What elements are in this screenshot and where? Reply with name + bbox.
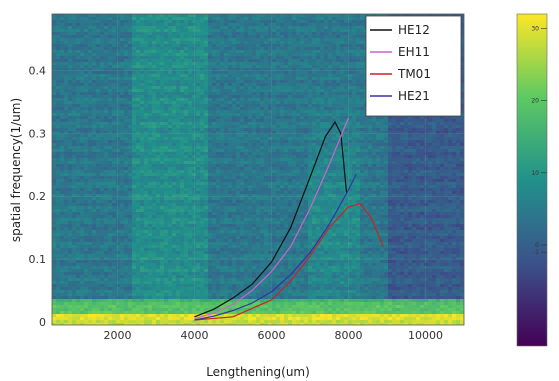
x-tick-label: 2000 bbox=[103, 329, 131, 342]
colorbar-tick-label: -1 bbox=[533, 249, 539, 256]
x-tick-label: 4000 bbox=[180, 329, 208, 342]
x-tick-label: 10000 bbox=[408, 329, 443, 342]
series-line-he21 bbox=[194, 173, 357, 321]
y-axis-label: spatial frequency(1/um) bbox=[9, 98, 23, 242]
colorbar-tick-label: 0 bbox=[535, 242, 539, 249]
y-tick-label: 0.2 bbox=[29, 190, 47, 203]
colorbar-tick-label: 10 bbox=[531, 170, 539, 177]
colorbar-tick-label: 30 bbox=[531, 25, 539, 32]
legend-label: EH11 bbox=[398, 45, 430, 59]
series-line-he12 bbox=[194, 120, 348, 318]
colorbar-gradient bbox=[516, 13, 548, 347]
y-tick-label: 0.1 bbox=[29, 253, 47, 266]
x-axis-ticks: 2000 4000 6000 8000 10000 bbox=[103, 329, 443, 342]
legend: HE12 EH11 TM01 HE21 bbox=[365, 15, 462, 117]
legend-box bbox=[365, 15, 462, 117]
x-axis-label: Lengthening(um) bbox=[206, 365, 310, 379]
colorbar: 30 20 10 0-1 bbox=[516, 13, 548, 347]
plot-frame bbox=[51, 13, 465, 326]
series-line-tm01 bbox=[194, 203, 384, 321]
colorbar-tick-label: 20 bbox=[531, 98, 539, 105]
legend-label: HE12 bbox=[398, 23, 430, 37]
legend-label: TM01 bbox=[397, 67, 431, 81]
series-curves bbox=[194, 117, 384, 321]
y-tick-label: 0 bbox=[39, 316, 46, 329]
legend-label: HE21 bbox=[398, 89, 430, 103]
x-tick-label: 8000 bbox=[334, 329, 362, 342]
series-line-eh11 bbox=[194, 117, 350, 320]
x-tick-label: 6000 bbox=[257, 329, 285, 342]
y-axis-ticks: 0 0.1 0.2 0.3 0.4 bbox=[29, 65, 47, 329]
y-tick-label: 0.3 bbox=[29, 127, 47, 140]
y-tick-label: 0.4 bbox=[29, 65, 47, 78]
